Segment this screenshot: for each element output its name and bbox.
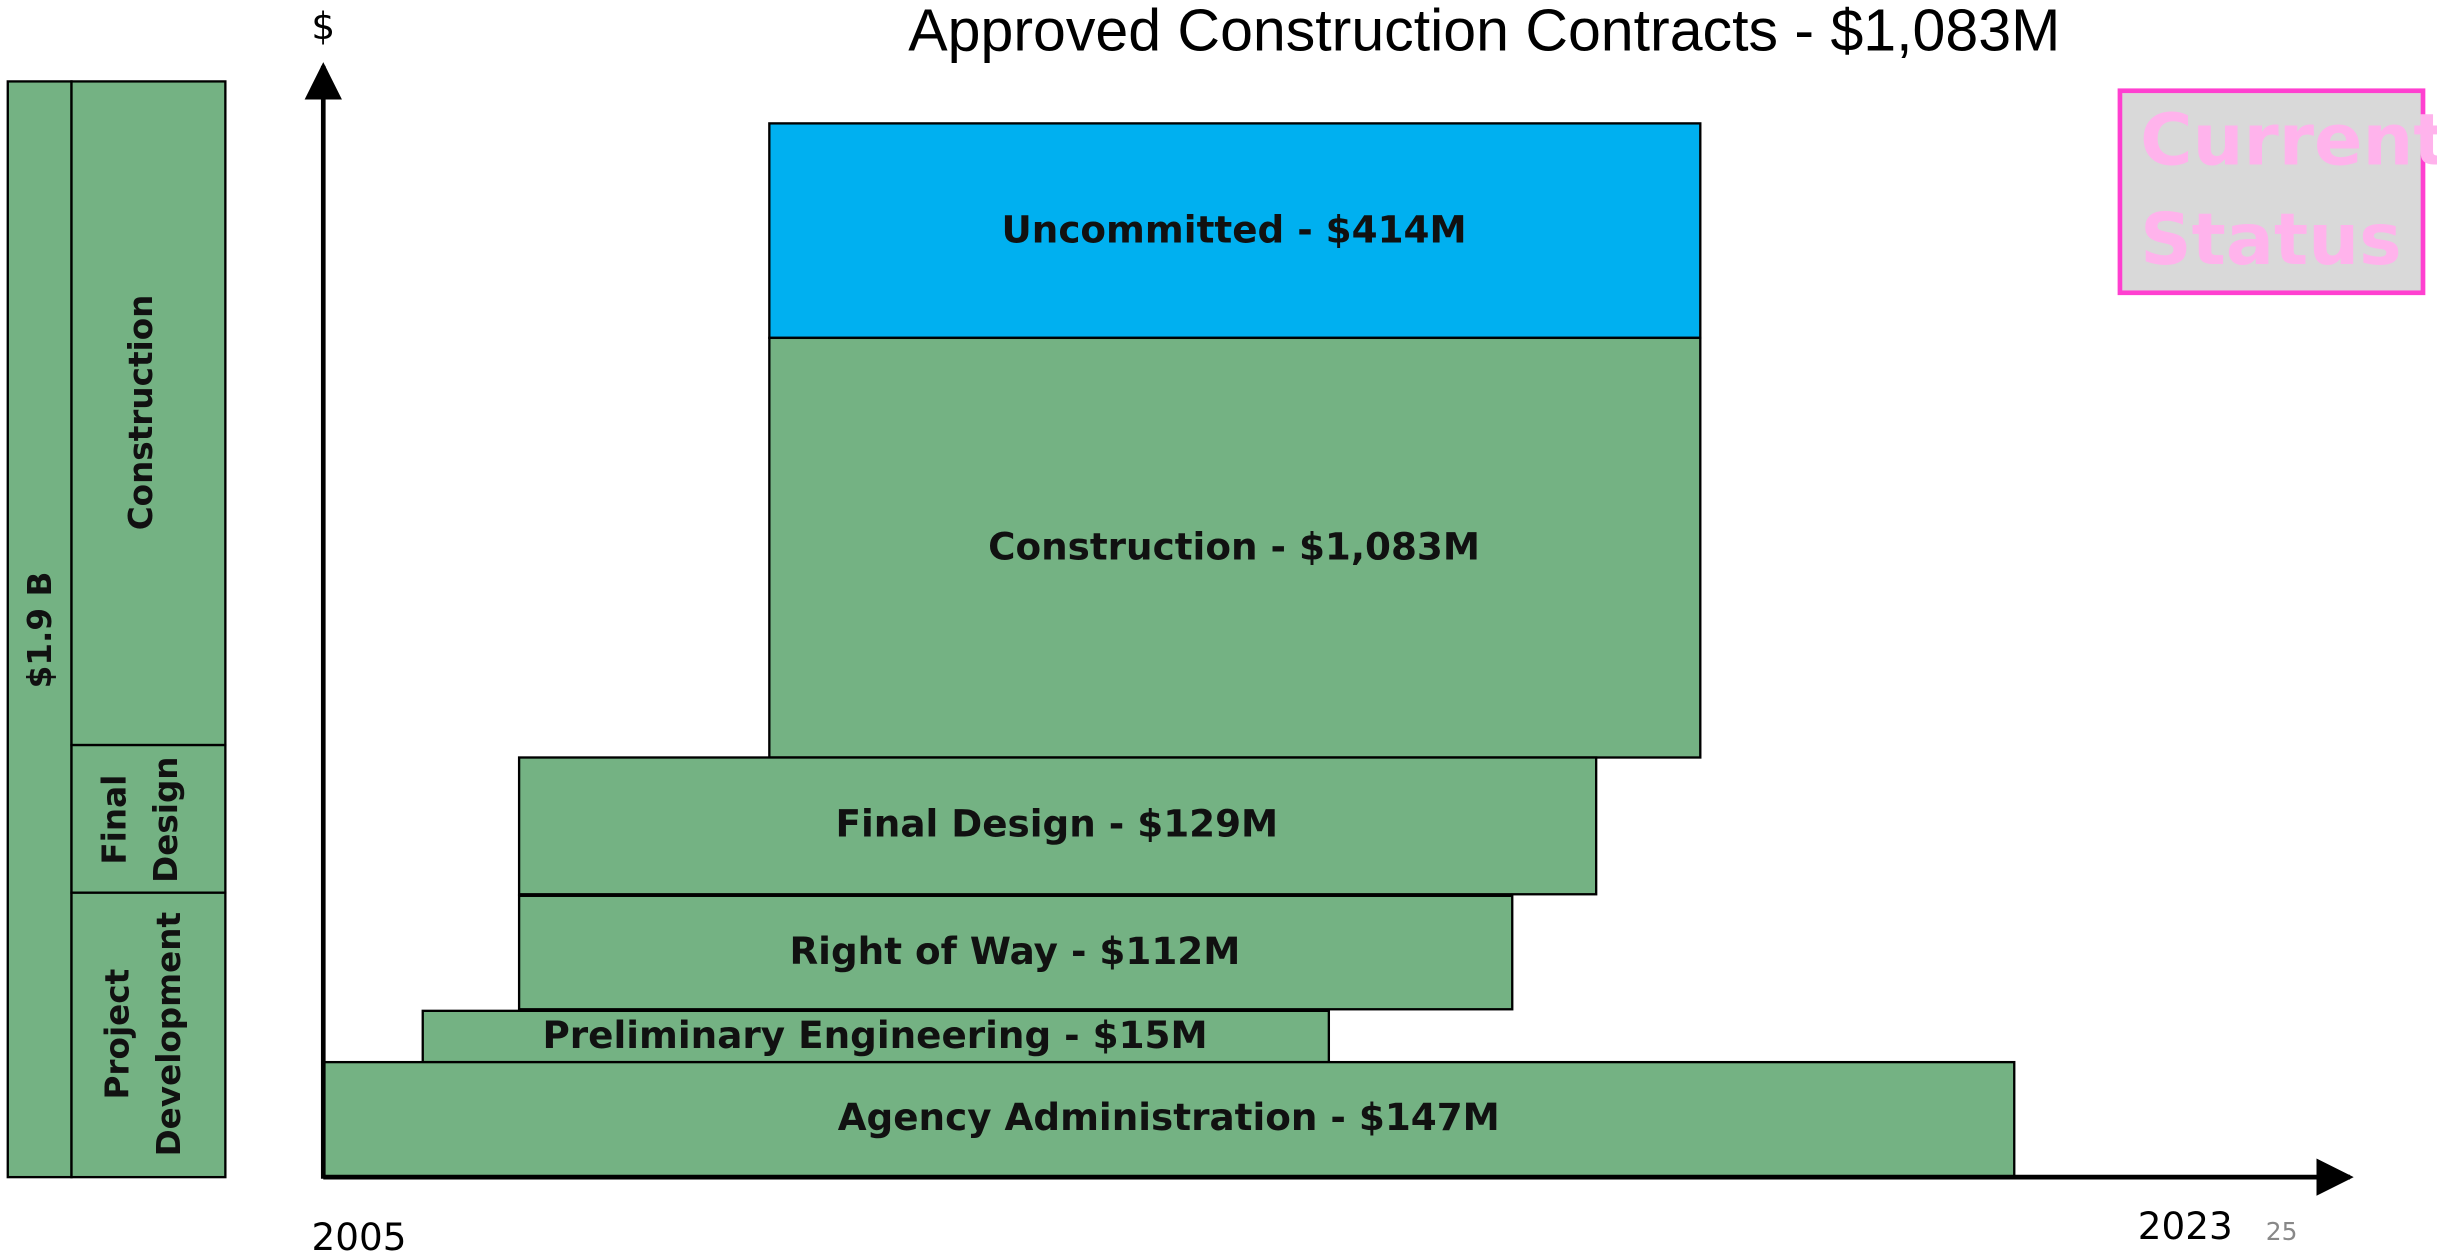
block-label: Final Design - $129M: [836, 801, 1279, 845]
block: [768, 122, 1702, 340]
phase-label: Project: [99, 969, 137, 1100]
phase-label: Construction: [122, 295, 160, 531]
y-axis-label: $: [311, 4, 335, 48]
title: Approved Construction Contracts - $1,083…: [908, 0, 2060, 63]
block-label: Right of Way - $112M: [789, 929, 1240, 973]
block: [517, 756, 1598, 896]
page-number: 25: [2266, 1217, 2298, 1246]
phase-box: [70, 743, 227, 894]
badge-text: Status: [2140, 198, 2402, 281]
badge-text: Current: [2140, 99, 2437, 182]
phase-label: Design: [147, 756, 185, 882]
block-label: Uncommitted - $414M: [1001, 208, 1466, 252]
phase-box: [70, 80, 227, 747]
block-label: Agency Administration - $147M: [838, 1095, 1500, 1139]
phase-label: Final: [96, 775, 134, 865]
phase-box: [70, 891, 227, 1179]
block: [517, 894, 1514, 1011]
status-badge: [2117, 88, 2426, 296]
total-label: $1.9 B: [21, 572, 59, 689]
block-label: Preliminary Engineering - $15M: [542, 1013, 1207, 1057]
phase-label: Development: [150, 912, 188, 1156]
block: [421, 1009, 1331, 1064]
block-label: Construction - $1,083M: [988, 525, 1480, 569]
block: [768, 336, 1702, 759]
total-column: [6, 80, 73, 1179]
x-start-label: 2005: [312, 1215, 407, 1257]
x-end-label: 2023: [2138, 1204, 2233, 1248]
